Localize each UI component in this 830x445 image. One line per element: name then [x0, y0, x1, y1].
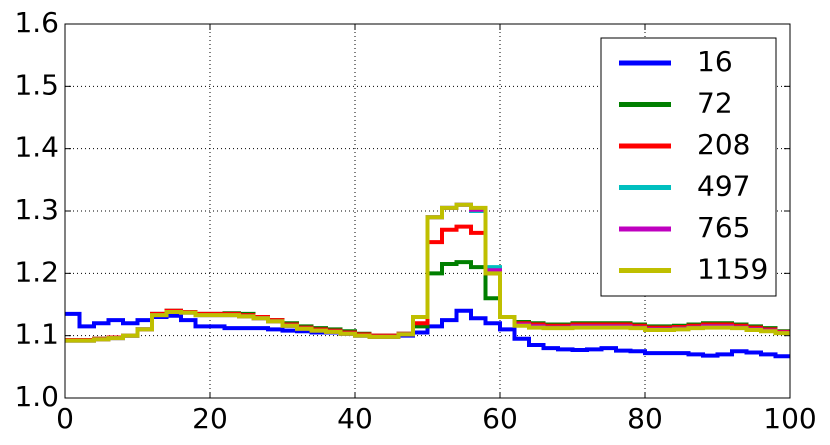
legend-label: 765	[697, 211, 750, 244]
series-line	[65, 308, 790, 359]
y-tick-label: 1.0	[14, 380, 59, 413]
y-tick-label: 1.2	[14, 255, 59, 288]
x-tick-label: 0	[56, 402, 74, 435]
legend-label: 208	[697, 128, 750, 161]
x-tick-label: 40	[337, 402, 373, 435]
x-tick-label: 100	[763, 402, 816, 435]
plot-frame	[64, 23, 791, 399]
legend-label: 72	[697, 87, 733, 120]
x-tick-label: 80	[627, 402, 663, 435]
legend-label: 16	[697, 45, 733, 78]
y-tick-label: 1.3	[14, 193, 59, 226]
legend-label: 497	[697, 170, 750, 203]
x-tick-label: 20	[192, 402, 228, 435]
series-line	[65, 202, 790, 343]
y-tick-label: 1.5	[14, 68, 59, 101]
y-tick-label: 1.4	[14, 131, 59, 164]
legend-label: 1159	[697, 253, 768, 286]
y-tick-label: 1.6	[14, 6, 59, 39]
legend-box	[600, 37, 777, 297]
x-tick-label: 60	[482, 402, 518, 435]
y-tick-label: 1.1	[14, 318, 59, 351]
